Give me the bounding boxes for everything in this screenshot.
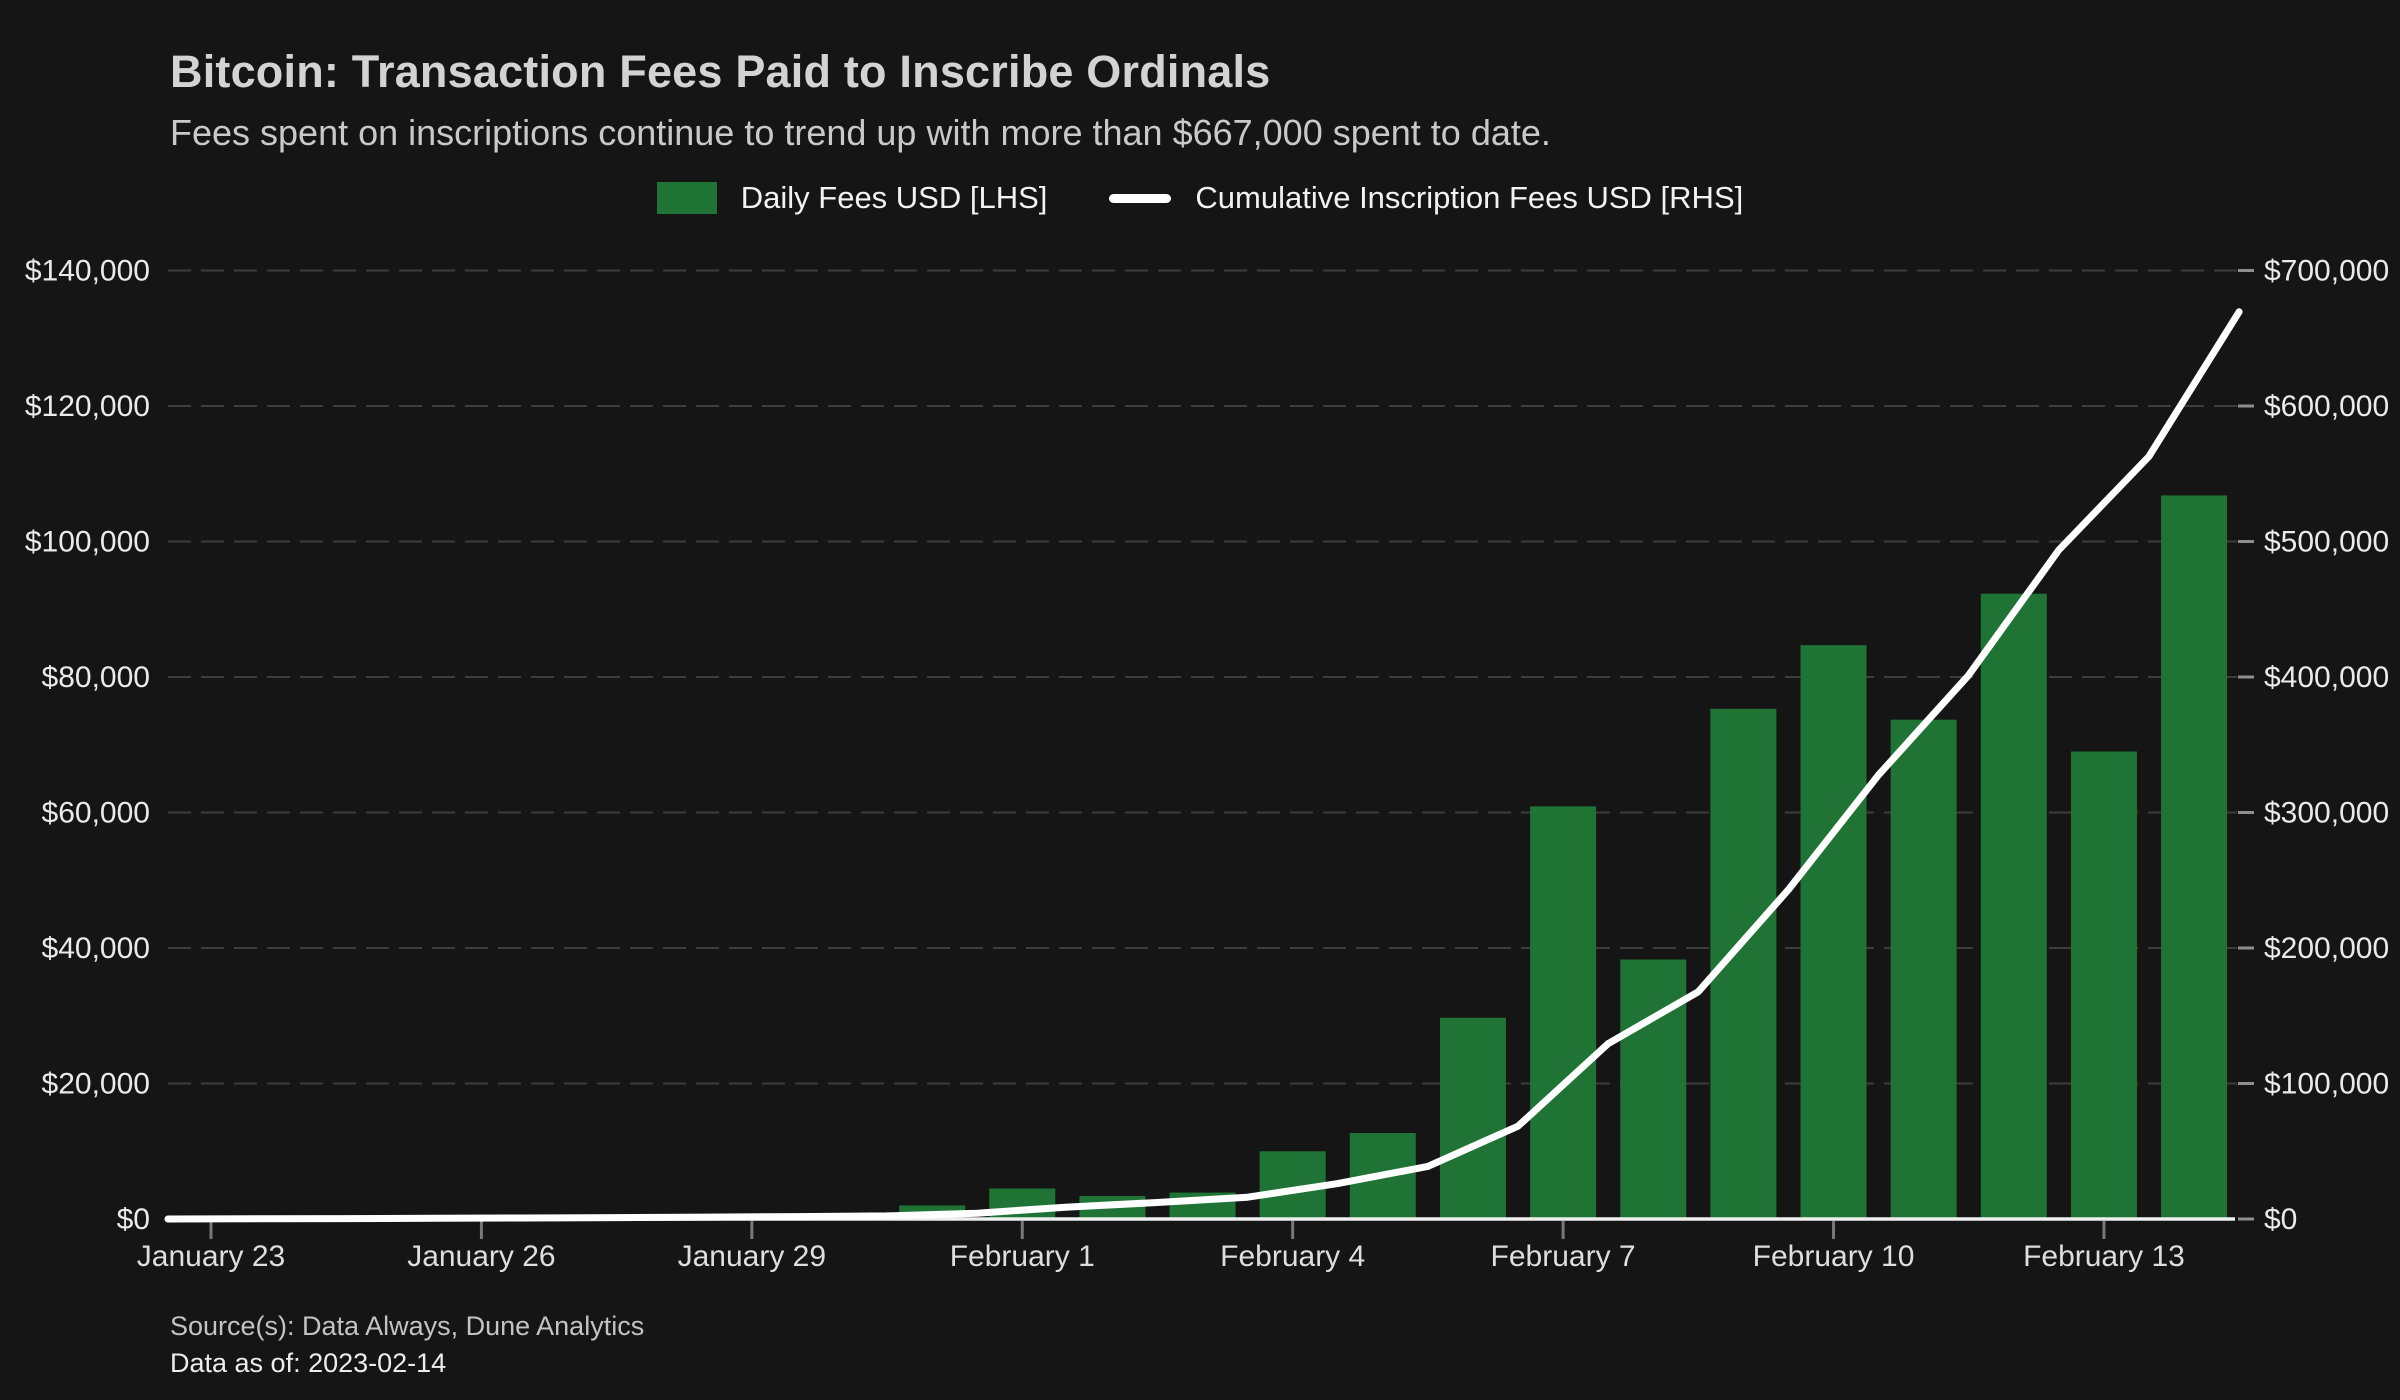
bar-february-7 [1530,806,1597,1219]
right-axis-tick-label: $200,000 [2264,932,2389,965]
left-axis-tick-label: $60,000 [42,797,150,830]
right-axis-tick-label: $400,000 [2264,661,2389,694]
legend-label-cumulative-fees: Cumulative Inscription Fees USD [RHS] [1195,180,1744,215]
x-axis-tick-label: January 23 [137,1240,285,1273]
right-axis-tick-label: $700,000 [2264,255,2389,288]
bar-february-8 [1620,959,1687,1219]
right-axis-tick-label: $500,000 [2264,526,2389,559]
x-axis-tick-label: January 29 [678,1240,826,1273]
bar-february-6 [1439,1017,1506,1219]
x-axis-tick-label: February 7 [1491,1240,1636,1273]
x-axis-tick-label: February 1 [950,1240,1095,1273]
x-axis-tick-label: January 26 [407,1240,555,1273]
left-axis-tick-label: $20,000 [42,1068,150,1101]
left-axis-tick-label: $0 [117,1203,150,1236]
legend-item-daily-fees: Daily Fees USD [LHS] [656,180,1048,216]
x-axis-tick-label: February 4 [1220,1240,1365,1273]
bar-february-12 [1980,593,2047,1219]
left-axis-tick-label: $100,000 [25,526,150,559]
left-axis-tick-label: $120,000 [25,390,150,423]
cumulative-line-swatch-icon [1109,193,1172,203]
footer: Source(s): Data Always, Dune Analytics D… [170,1308,644,1382]
chart-subtitle: Fees spent on inscriptions continue to t… [170,112,1551,153]
source-text: Source(s): Data Always, Dune Analytics [170,1311,645,1341]
legend: Daily Fees USD [LHS] Cumulative Inscript… [0,180,2400,216]
left-axis-tick-label: $80,000 [42,661,150,694]
bar-february-13 [2070,751,2137,1219]
bar-february-14 [2161,495,2228,1219]
right-axis-tick-label: $300,000 [2264,797,2389,830]
daily-fees-swatch-icon [656,182,717,214]
right-axis-tick-label: $600,000 [2264,390,2389,423]
left-axis-tick-label: $40,000 [42,932,150,965]
right-axis-tick-label: $100,000 [2264,1068,2389,1101]
bar-february-11 [1890,719,1957,1219]
cumulative-fees-line [164,308,2243,1223]
left-axis-tick-label: $140,000 [25,255,150,288]
legend-label-daily-fees: Daily Fees USD [LHS] [740,180,1048,215]
data-as-of-text: Data as of: 2023-02-14 [170,1348,447,1378]
legend-item-cumulative-fees: Cumulative Inscription Fees USD [RHS] [1109,180,1743,216]
x-axis-tick-label: February 13 [2023,1240,2185,1273]
bar-february-10 [1800,645,1867,1219]
right-axis-tick-label: $0 [2264,1203,2297,1236]
x-axis-tick-label: February 10 [1753,1240,1915,1273]
chart-title: Bitcoin: Transaction Fees Paid to Inscri… [170,46,1271,97]
